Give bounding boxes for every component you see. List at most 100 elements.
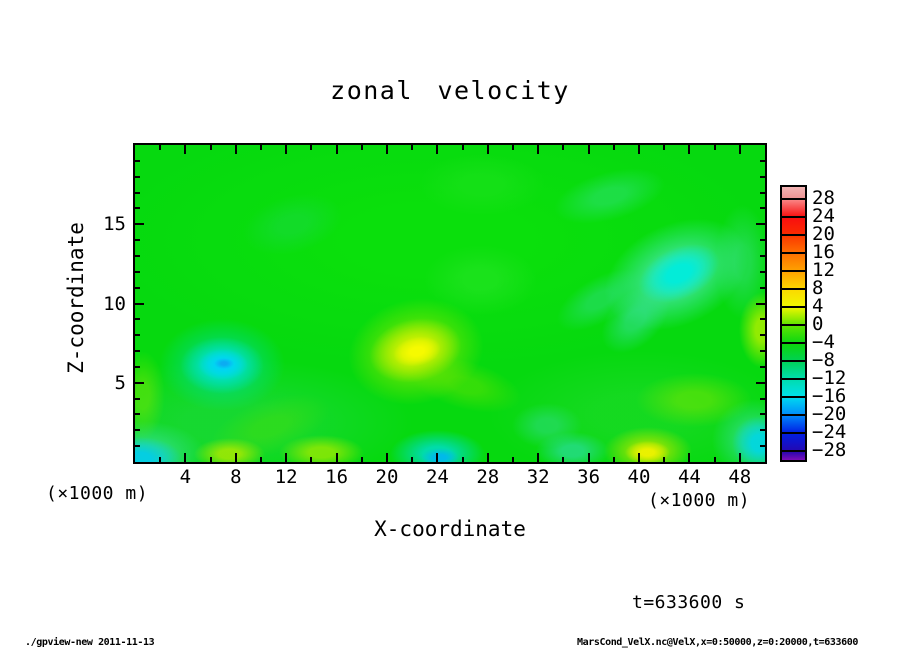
- colorbar-cell: [782, 360, 805, 378]
- y-tick-mark: [135, 286, 140, 289]
- x-tick-mark: [663, 457, 666, 462]
- plot-area: [133, 143, 767, 464]
- y-tick-mark: [135, 429, 140, 432]
- x-tick-mark: [159, 145, 162, 150]
- x-tick-mark: [209, 457, 212, 462]
- x-tick-mark: [688, 453, 691, 462]
- colorbar-cell: [782, 198, 805, 216]
- y-tick-mark: [135, 254, 140, 257]
- y-tick-mark: [756, 381, 765, 384]
- x-tick-mark: [436, 453, 439, 462]
- x-tick-mark: [461, 457, 464, 462]
- chart-title: zonal velocity: [330, 76, 570, 105]
- x-tick-label: 16: [325, 466, 349, 488]
- colorbar-tick-label: 28: [812, 187, 835, 209]
- y-tick-mark: [760, 207, 765, 210]
- colorbar-cell: [782, 432, 805, 450]
- x-tick-mark: [260, 145, 262, 150]
- field-blob-left-cyan-dot: [213, 358, 234, 370]
- colorbar-cell: [782, 288, 805, 306]
- x-tick-label: 12: [274, 466, 298, 488]
- x-tick-label: 48: [728, 466, 752, 488]
- x-tick-mark: [486, 453, 489, 462]
- y-tick-mark: [760, 445, 765, 448]
- colorbar-tick-label: 4: [812, 295, 824, 317]
- colorbar-cell: [782, 450, 805, 460]
- x-tick-mark: [562, 145, 565, 150]
- x-tick-mark: [663, 145, 666, 150]
- x-tick-label: 4: [179, 466, 192, 488]
- y-tick-mark: [135, 270, 140, 273]
- y-tick-mark: [135, 239, 140, 242]
- colorbar-tick-label: 16: [812, 241, 835, 263]
- y-tick-mark: [135, 318, 140, 321]
- x-tick-mark: [310, 457, 313, 462]
- colorbar-cell: [782, 187, 805, 198]
- colorbar-tick-label: −12: [812, 367, 847, 389]
- y-tick-label: 10: [103, 292, 126, 315]
- colorbar-tick-label: −16: [812, 385, 847, 407]
- y-tick-mark: [135, 191, 140, 194]
- y-tick-mark: [760, 175, 765, 178]
- x-tick-mark: [612, 457, 615, 462]
- x-tick-mark: [411, 145, 414, 150]
- x-tick-mark: [512, 145, 514, 150]
- colorbar: [780, 185, 807, 462]
- y-tick-mark: [756, 223, 765, 226]
- field-blob-bottom-yellow-core: [625, 440, 671, 462]
- x-tick-mark: [360, 457, 363, 462]
- footer-command-date: ./gpview-new 2011-11-13: [25, 637, 155, 648]
- y-tick-label: 5: [114, 371, 126, 394]
- x-tick-mark: [184, 145, 187, 154]
- colorbar-cell: [782, 306, 805, 324]
- x-tick-mark: [638, 145, 640, 154]
- y-tick-mark: [135, 397, 140, 400]
- colorbar-tick-label: −28: [812, 439, 847, 461]
- y-tick-mark: [135, 365, 140, 368]
- x-tick-mark: [587, 145, 590, 154]
- colorbar-tick-label: −8: [812, 349, 835, 371]
- field-blob-top-streak: [418, 152, 545, 217]
- y-tick-mark: [760, 365, 765, 368]
- colorbar-tick-label: −4: [812, 331, 835, 353]
- x-tick-mark: [260, 457, 262, 462]
- x-tick-label: 28: [476, 466, 500, 488]
- field-blob-bottom-teal: [535, 431, 609, 462]
- y-tick-mark: [135, 350, 140, 353]
- field-blob-bottom-yellowgreen-a: [194, 438, 265, 462]
- y-tick-mark: [760, 413, 765, 416]
- x-tick-mark: [738, 145, 741, 154]
- x-tick-mark: [285, 145, 288, 154]
- x-tick-label: 8: [230, 466, 242, 488]
- x-tick-mark: [638, 453, 640, 462]
- x-tick-mark: [310, 145, 313, 150]
- time-annotation: t=633600 s: [632, 592, 746, 613]
- x-tick-mark: [612, 145, 615, 150]
- x-tick-mark: [335, 453, 338, 462]
- y-tick-mark: [135, 223, 144, 226]
- x-tick-mark: [461, 145, 464, 150]
- x-tick-mark: [411, 457, 414, 462]
- x-axis-title: X-coordinate: [374, 517, 526, 541]
- x-tick-mark: [562, 457, 565, 462]
- y-tick-mark: [760, 254, 765, 257]
- x-tick-label: 40: [627, 466, 651, 488]
- colorbar-tick-label: 8: [812, 277, 824, 299]
- y-tick-mark: [135, 159, 140, 162]
- field-blob-bottomcenter-cyan-core: [421, 447, 459, 462]
- x-tick-mark: [738, 453, 741, 462]
- colorbar-cell: [782, 252, 805, 270]
- y-tick-mark: [760, 159, 765, 162]
- y-tick-mark: [760, 318, 765, 321]
- x-tick-mark: [234, 453, 237, 462]
- x-tick-mark: [688, 145, 691, 154]
- colorbar-tick-label: 20: [812, 223, 835, 245]
- colorbar-tick-label: −20: [812, 403, 847, 425]
- colorbar-cell: [782, 324, 805, 342]
- colorbar-tick-label: 0: [812, 313, 824, 335]
- x-tick-label: 32: [526, 466, 550, 488]
- x-axis-unit-label: (×1000 m): [648, 490, 751, 511]
- y-tick-mark: [756, 302, 765, 305]
- y-tick-mark: [135, 175, 140, 178]
